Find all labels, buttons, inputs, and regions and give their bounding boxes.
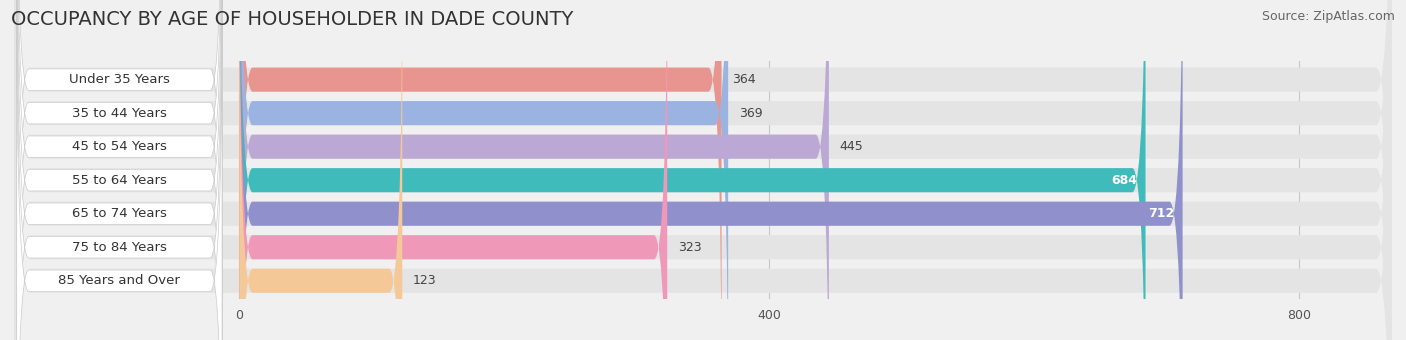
FancyBboxPatch shape bbox=[14, 0, 1392, 340]
FancyBboxPatch shape bbox=[14, 0, 1392, 340]
FancyBboxPatch shape bbox=[17, 0, 222, 340]
Text: 684: 684 bbox=[1112, 174, 1137, 187]
FancyBboxPatch shape bbox=[239, 0, 402, 340]
FancyBboxPatch shape bbox=[14, 0, 1392, 340]
Text: Source: ZipAtlas.com: Source: ZipAtlas.com bbox=[1261, 10, 1395, 23]
Text: Under 35 Years: Under 35 Years bbox=[69, 73, 170, 86]
Text: 65 to 74 Years: 65 to 74 Years bbox=[72, 207, 167, 220]
FancyBboxPatch shape bbox=[14, 0, 1392, 340]
FancyBboxPatch shape bbox=[239, 0, 668, 340]
Text: 445: 445 bbox=[839, 140, 863, 153]
Text: 35 to 44 Years: 35 to 44 Years bbox=[72, 107, 167, 120]
FancyBboxPatch shape bbox=[14, 0, 1392, 340]
Text: 123: 123 bbox=[413, 274, 436, 287]
FancyBboxPatch shape bbox=[239, 0, 830, 340]
Text: OCCUPANCY BY AGE OF HOUSEHOLDER IN DADE COUNTY: OCCUPANCY BY AGE OF HOUSEHOLDER IN DADE … bbox=[11, 10, 574, 29]
FancyBboxPatch shape bbox=[17, 0, 222, 340]
FancyBboxPatch shape bbox=[14, 0, 1392, 340]
FancyBboxPatch shape bbox=[17, 0, 222, 340]
Text: 712: 712 bbox=[1149, 207, 1174, 220]
FancyBboxPatch shape bbox=[239, 0, 728, 340]
Text: 85 Years and Over: 85 Years and Over bbox=[59, 274, 180, 287]
Text: 45 to 54 Years: 45 to 54 Years bbox=[72, 140, 167, 153]
FancyBboxPatch shape bbox=[17, 0, 222, 340]
FancyBboxPatch shape bbox=[239, 0, 1182, 340]
FancyBboxPatch shape bbox=[17, 0, 222, 340]
FancyBboxPatch shape bbox=[17, 0, 222, 340]
Text: 55 to 64 Years: 55 to 64 Years bbox=[72, 174, 167, 187]
FancyBboxPatch shape bbox=[17, 0, 222, 340]
FancyBboxPatch shape bbox=[14, 0, 1392, 340]
FancyBboxPatch shape bbox=[239, 0, 721, 340]
Text: 75 to 84 Years: 75 to 84 Years bbox=[72, 241, 167, 254]
FancyBboxPatch shape bbox=[239, 0, 1146, 340]
Text: 364: 364 bbox=[733, 73, 756, 86]
Text: 369: 369 bbox=[738, 107, 762, 120]
Text: 323: 323 bbox=[678, 241, 702, 254]
